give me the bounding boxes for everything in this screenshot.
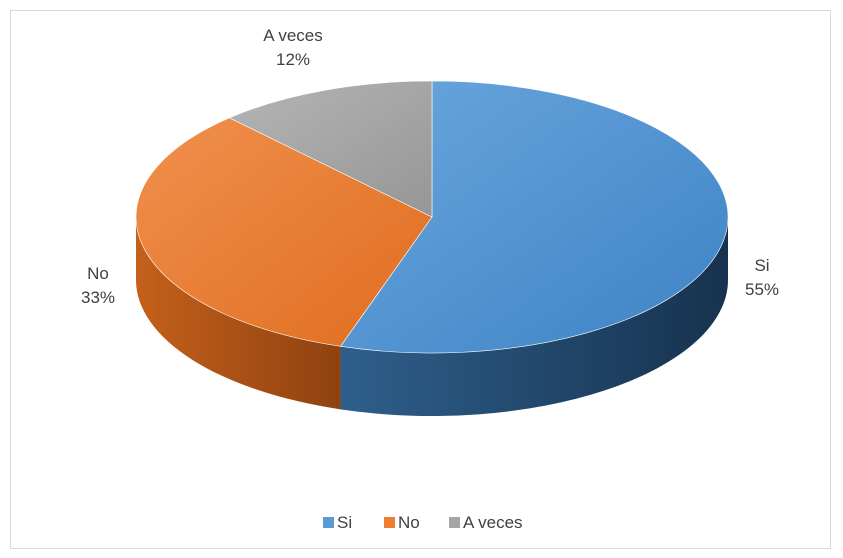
legend-swatch-si <box>323 517 334 528</box>
legend-label-si: Si <box>337 513 352 532</box>
pie-slice-si <box>340 80 729 354</box>
pie-slice-a-veces <box>228 80 433 218</box>
data-label-no: No 33% <box>81 264 115 307</box>
legend-swatch-no <box>384 517 395 528</box>
data-label-a-veces: A veces 12% <box>263 26 323 69</box>
legend-label-no: No <box>398 513 420 532</box>
pie-side-no <box>136 217 341 410</box>
pie-slice-no <box>135 117 433 347</box>
legend-label-a-veces: A veces <box>463 513 523 532</box>
data-label-si: Si 55% <box>745 256 779 299</box>
chart-legend: Si No A veces <box>323 513 523 532</box>
pie-side-si <box>340 217 728 416</box>
legend-swatch-a-veces <box>449 517 460 528</box>
